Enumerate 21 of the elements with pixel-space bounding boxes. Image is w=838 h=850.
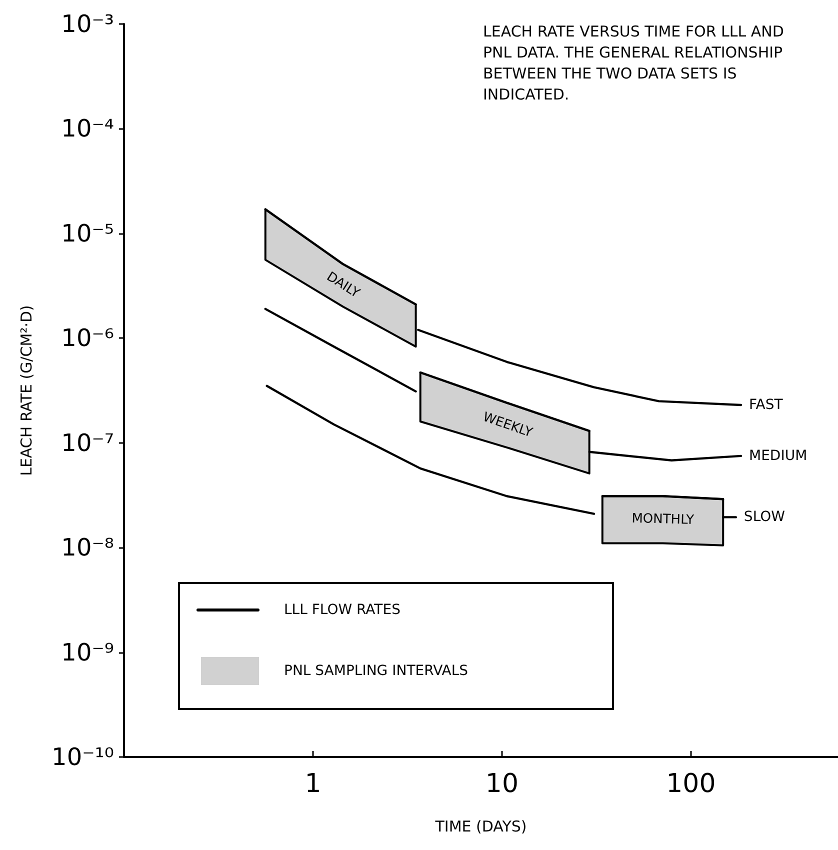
x-tick-label: 10 (485, 769, 519, 799)
y-tick-label: 10⁻⁹ (61, 638, 114, 666)
y-tick-label: 10⁻⁷ (61, 428, 114, 457)
x-tick-label: 1 (304, 769, 322, 799)
y-tick-label: 10⁻³ (61, 10, 114, 38)
series-label: FAST (748, 396, 784, 413)
annotation: PNL SAMPLING INTERVALS (284, 663, 468, 679)
series-label: MEDIUM (748, 448, 808, 464)
y-tick-label: 10⁻⁵ (61, 219, 114, 248)
x-tick-label: 100 (666, 769, 716, 799)
series-label: MONTHLY (631, 511, 694, 528)
y-tick-label: 10⁻¹⁰ (52, 743, 114, 771)
y-tick-label: 10⁻⁸ (61, 534, 114, 562)
x-axis-title: TIME (DAYS) (434, 818, 527, 836)
y-tick-label: 10⁻⁶ (61, 324, 114, 352)
annotation: LLL FLOW RATES (284, 602, 400, 618)
legend-frame: LLL FLOW RATES PNL SAMPLING INTERVALS (178, 582, 614, 710)
y-axis-title: LEACH RATE (G/CM²·D) (18, 305, 36, 476)
series-label: SLOW (744, 509, 786, 526)
text: LEACH RATE VERSUS TIME FOR LLL AND PNL DATA. THE GENERAL RELATIONSHIP BETWEEN THE TWO DATA SETS IS INDICATED. (483, 22, 789, 104)
y-tick-label: 10⁻⁴ (61, 114, 114, 143)
